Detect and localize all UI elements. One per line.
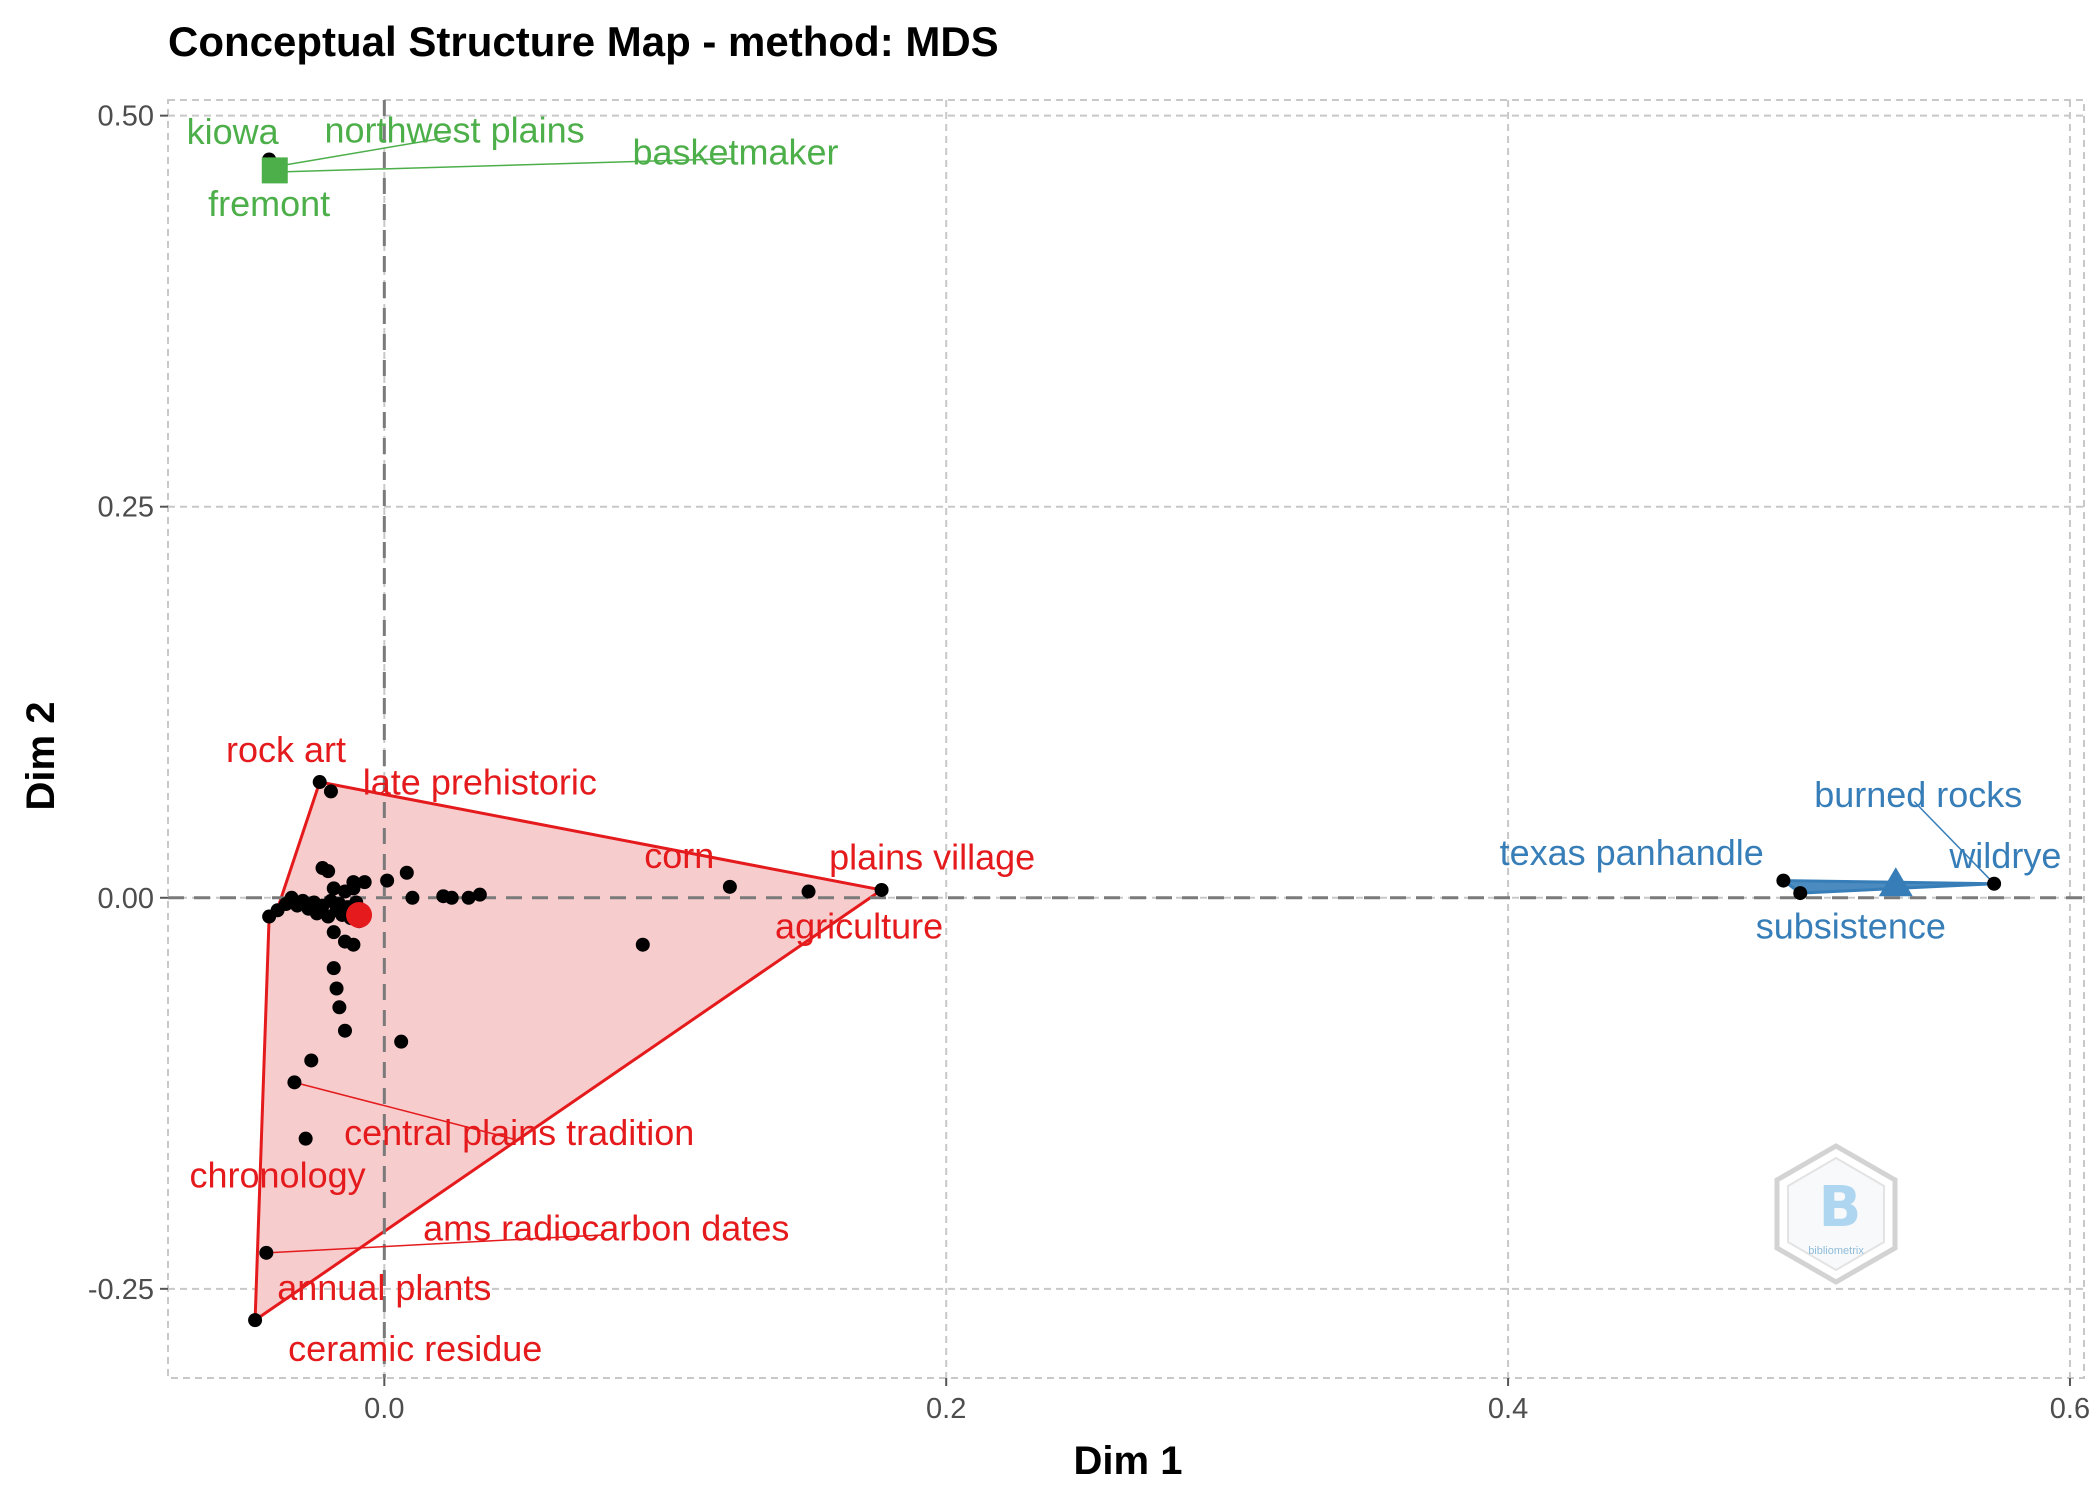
data-point (304, 1053, 319, 1068)
panel-border (167, 99, 2085, 1379)
label-leader-line (266, 1234, 603, 1254)
x-tick-label: 0.4 (1488, 1393, 1528, 1425)
data-point (323, 784, 338, 799)
x-axis-title: Dim 1 (1074, 1439, 1183, 1483)
label-leader-line (277, 157, 732, 173)
data-point (321, 864, 336, 879)
bibliometrix-logo: B bibliometrix (1774, 1143, 1898, 1285)
cluster-centroid-square (261, 157, 288, 184)
data-point (1793, 886, 1808, 901)
point-labels: rock art late prehistoric corn plains villa… (187, 109, 2062, 1369)
data-point (801, 884, 816, 899)
point-label: ams radiocarbon dates (423, 1207, 789, 1248)
y-tick-label: 0.25 (98, 492, 154, 524)
point-label: annual plants (277, 1267, 491, 1308)
data-point (298, 1131, 313, 1146)
data-point (346, 881, 361, 896)
logo-hexagon-icon (1774, 1143, 1898, 1285)
data-point (326, 881, 341, 896)
point-label: basketmaker (632, 131, 838, 172)
data-point (405, 890, 420, 905)
cluster-hull-1 (253, 780, 884, 1322)
data-point (332, 1000, 347, 1015)
data-point (287, 1075, 302, 1090)
point-label: kiowa (187, 111, 280, 152)
point-label: ceramic residue (288, 1328, 542, 1369)
data-point (1987, 876, 2002, 891)
data-point (259, 1245, 274, 1260)
point-label: plains village (829, 837, 1035, 878)
point-label: wildrye (1948, 835, 2061, 876)
chart-title: Conceptual Structure Map - method: MDS (168, 18, 999, 65)
cluster-hulls (253, 157, 1996, 1322)
y-axis-title: Dim 2 (19, 702, 63, 811)
x-tick-label: 0.0 (364, 1393, 404, 1425)
cluster-centroid-circle (346, 901, 373, 928)
y-tick-label: -0.25 (88, 1274, 154, 1306)
cluster-centroids (261, 157, 1913, 928)
point-label: late prehistoric (363, 762, 597, 803)
data-point (326, 925, 341, 940)
point-label: burned rocks (1814, 774, 2022, 815)
logo-glyph: B (1819, 1175, 1862, 1240)
label-leader-line (280, 136, 451, 167)
data-point (635, 937, 650, 952)
point-label: chronology (190, 1154, 366, 1195)
point-label: subsistence (1756, 906, 1946, 947)
point-label: corn (644, 835, 714, 876)
x-tick-label: 0.6 (2050, 1393, 2090, 1425)
data-point (722, 879, 737, 894)
data-point (346, 937, 361, 952)
data-point (874, 882, 889, 897)
y-tick-label: 0.50 (98, 101, 154, 133)
data-point (357, 875, 372, 890)
x-tick-label: 0.2 (926, 1393, 966, 1425)
data-point (472, 887, 487, 902)
point-label: northwest plains (324, 109, 584, 150)
data-point (1776, 873, 1791, 888)
label-leader-line (1913, 801, 1995, 885)
reference-lines (168, 100, 2084, 1378)
point-label: central plains tradition (344, 1112, 694, 1153)
point-label: rock art (226, 729, 346, 770)
data-point (461, 890, 476, 905)
data-point (444, 890, 459, 905)
logo-text: bibliometrix (1808, 1245, 1864, 1257)
label-leader-line (294, 1081, 516, 1141)
label-leader-lines (266, 136, 1995, 1254)
data-point (312, 775, 327, 790)
y-tick-label: 0.00 (98, 883, 154, 915)
logo-inner-hexagon-icon (1787, 1156, 1885, 1272)
data-point (380, 873, 395, 888)
data-point (394, 1034, 409, 1049)
point-label: fremont (208, 183, 330, 224)
data-point (329, 981, 344, 996)
data-point (248, 1313, 263, 1328)
point-label: texas panhandle (1500, 832, 1764, 873)
point-label: agriculture (775, 906, 943, 947)
data-point (337, 1023, 352, 1038)
cluster-centroid-triangle (1878, 867, 1913, 897)
data-point (326, 961, 341, 976)
data-points (248, 152, 2002, 1328)
data-point (399, 865, 414, 880)
axis-ticks: 0.0 0.2 0.4 0.6 0.50 0.25 0.00 -0.25 (88, 101, 2090, 1425)
